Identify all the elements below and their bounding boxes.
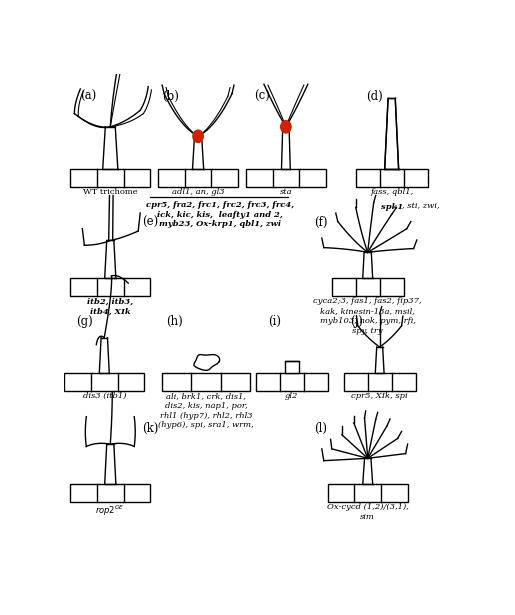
Polygon shape	[375, 347, 384, 373]
Text: (e): (e)	[142, 216, 159, 229]
Text: gl2: gl2	[285, 392, 299, 400]
Text: Ox-cycd (1,2)/(3,1),
sim: Ox-cycd (1,2)/(3,1), sim	[327, 503, 408, 521]
Text: , sti, zwi,: , sti, zwi,	[402, 202, 439, 210]
Bar	[328, 485, 408, 502]
Text: (c): (c)	[254, 90, 270, 103]
Bar	[356, 170, 427, 188]
Text: cpr5, XIk, spi: cpr5, XIk, spi	[351, 392, 408, 400]
Polygon shape	[363, 458, 373, 485]
Circle shape	[193, 130, 203, 143]
Text: spk1: spk1	[381, 202, 403, 210]
Text: (f): (f)	[314, 216, 328, 229]
Polygon shape	[102, 127, 118, 170]
Bar	[344, 373, 416, 391]
Text: adl1, an, gl3: adl1, an, gl3	[172, 188, 225, 196]
Polygon shape	[282, 127, 290, 170]
Polygon shape	[105, 240, 116, 279]
Text: (i): (i)	[268, 315, 281, 328]
Polygon shape	[99, 338, 109, 373]
Polygon shape	[105, 444, 116, 485]
Polygon shape	[193, 137, 203, 170]
Text: fass, qbl1,: fass, qbl1,	[370, 188, 413, 196]
Circle shape	[281, 121, 291, 133]
Bar	[64, 373, 144, 391]
Text: WT trichome: WT trichome	[83, 188, 138, 196]
Bar	[332, 279, 404, 296]
Text: ali, brk1, crk, dis1,
dis2, kis, nap1, por,
rhl1 (hyp7), rhl2, rhl3
(hyp6), spi,: ali, brk1, crk, dis1, dis2, kis, nap1, p…	[158, 392, 254, 429]
Text: (l): (l)	[314, 422, 327, 435]
Text: (h): (h)	[166, 315, 183, 328]
Bar	[246, 170, 326, 188]
Text: cpr5, fra2, frc1, frc2, frc3, frc4,
ick, kic, kis,  leafty1 and 2,
myb23, Ox-krp: cpr5, fra2, frc1, frc2, frc3, frc4, ick,…	[146, 200, 294, 228]
Bar	[256, 373, 328, 391]
Text: cyca2;3, fas1, fas2, fip37,
kak, kinesin-13a, msil,
myb103, nok, pym, rfi,
spy, : cyca2;3, fas1, fas2, fip37, kak, kinesin…	[314, 297, 422, 335]
Text: (k): (k)	[142, 422, 159, 435]
Text: (g): (g)	[76, 315, 93, 328]
Text: (d): (d)	[366, 90, 383, 103]
Bar	[158, 170, 238, 188]
Bar	[285, 361, 299, 373]
Bar	[71, 279, 150, 296]
Bar	[71, 485, 150, 502]
Polygon shape	[363, 252, 373, 279]
Text: (a): (a)	[80, 90, 97, 103]
Bar	[71, 170, 150, 188]
Text: dis3 (itb1): dis3 (itb1)	[82, 392, 126, 400]
Text: (j): (j)	[350, 315, 363, 328]
Polygon shape	[194, 355, 220, 370]
Text: sta: sta	[280, 188, 292, 196]
Text: $rop2^{OE}$: $rop2^{OE}$	[95, 503, 125, 518]
Text: itb2, itb3,
itb4, XIk: itb2, itb3, itb4, XIk	[87, 297, 133, 315]
Bar	[162, 373, 250, 391]
Text: (b): (b)	[162, 90, 179, 103]
Polygon shape	[385, 98, 399, 170]
